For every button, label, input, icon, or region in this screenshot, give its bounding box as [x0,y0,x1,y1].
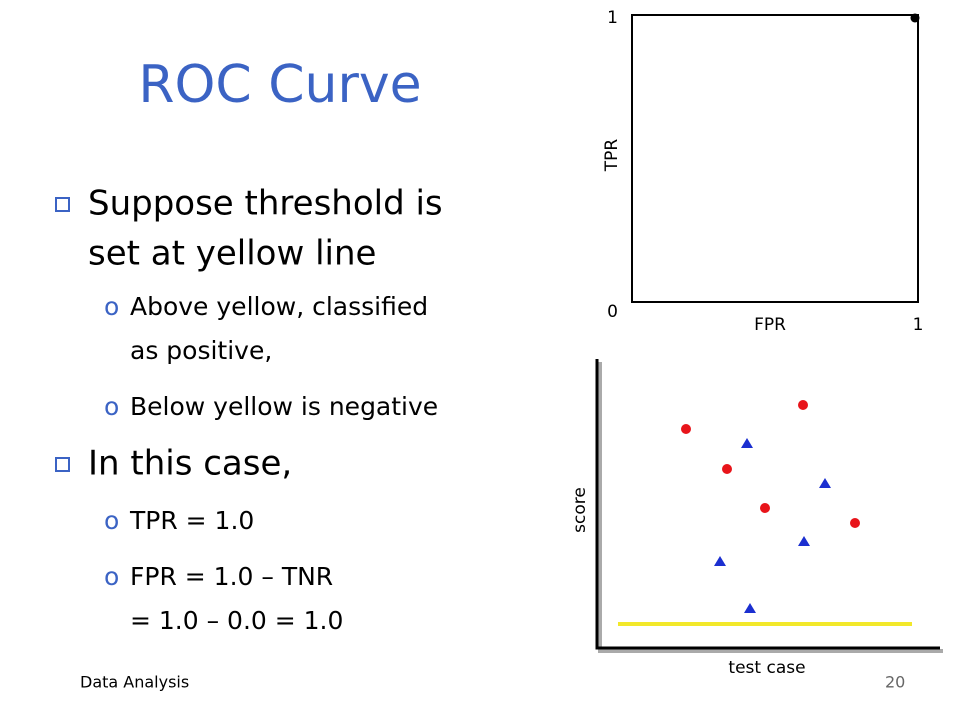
negative-point [741,438,753,448]
negative-point [819,478,831,488]
negative-point [714,556,726,566]
y-tick-label: 1 [607,8,618,28]
sub-bullet-text: FPR = 1.0 – TNR [130,562,333,591]
positive-point [722,464,732,474]
bullet-text: In this case, [88,444,292,484]
axes [595,359,940,650]
sub-bullet-text: as positive, [130,336,272,365]
sub-bullet-icon: o [104,392,119,421]
x-axis-label: FPR [754,315,786,335]
y-axis-label: TPR [602,139,622,173]
positive-points [681,400,860,528]
sub-bullet-icon: o [104,562,119,591]
x-tick-label: 1 [913,315,924,335]
y-tick-label: 0 [607,302,618,322]
x-axis-label: test case [728,658,805,678]
bullet-text: Suppose threshold is [88,184,443,224]
positive-point [850,518,860,528]
negative-point [744,603,756,613]
axis-shadow [598,362,943,653]
roc-point [910,13,920,23]
sub-bullet-text: Below yellow is negative [130,392,438,421]
positive-point [681,424,691,434]
sub-bullet-icon: o [104,506,119,535]
sub-bullet-text: TPR = 1.0 [129,506,254,535]
sub-bullet-text: Above yellow, classified [130,292,428,321]
bullet-icon [55,457,70,472]
negative-points [714,438,831,613]
score-plot: score test case [570,359,943,678]
sub-bullet-icon: o [104,292,119,321]
bullet-text: set at yellow line [88,234,376,274]
positive-point [760,503,770,513]
roc-plot: FPR TPR [602,14,919,335]
page-number: 20 [885,673,905,692]
title: ROC Curve [138,55,421,115]
plot-frame [631,14,919,303]
bullet-icon [55,197,70,212]
sub-bullet-text: = 1.0 – 0.0 = 1.0 [130,606,343,635]
positive-point [798,400,808,410]
footer: Data Analysis [80,673,189,692]
negative-point [798,536,810,546]
y-axis-label: score [570,487,590,533]
